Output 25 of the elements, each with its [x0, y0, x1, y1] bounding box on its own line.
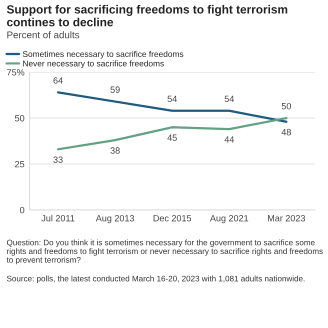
data-label: 59 [110, 86, 120, 93]
data-label: 45 [167, 134, 177, 141]
x-tick-label: Jul 2011 [41, 214, 74, 222]
data-label: 33 [53, 156, 63, 163]
y-tick-label: 0 [20, 206, 24, 214]
legend-label: Sometimes necessary to sacrifice freedoms [22, 50, 184, 59]
data-label: 48 [282, 128, 291, 136]
data-label: 54 [224, 96, 234, 102]
legend-label: Never necessary to sacrifice freedoms [23, 60, 164, 68]
x-tick-label: Aug 2021 [210, 215, 248, 224]
y-tick-label: 50 [14, 115, 24, 122]
data-label: 64 [53, 77, 63, 84]
y-tick-label: 75% [7, 69, 24, 76]
text: Question: Do you think it is sometimes necessary for the government to sacrifice some rights and freedoms to fight terrorism or never necessary to sacrifice rights and freedoms to prevent terrorism? [6, 239, 323, 264]
data-label: 38 [110, 147, 120, 154]
data-label: 50 [282, 102, 292, 110]
data-label: 54 [168, 96, 177, 102]
x-tick-label: Aug 2013 [96, 215, 134, 224]
data-label: 44 [224, 136, 234, 143]
chart-subtitle: Percent of adults [7, 31, 80, 38]
y-tick-label: 25 [15, 160, 24, 168]
source-note: Source: polls, the latest conducted March 16-20, 2023 with 1,081 adults nationwide. [6, 276, 305, 284]
chart-title: Support for sacrificing freedoms to fight terrorism contines to decline [6, 4, 288, 26]
x-tick-label: Dec 2015 [154, 215, 192, 222]
x-tick-label: Mar 2023 [268, 215, 306, 222]
